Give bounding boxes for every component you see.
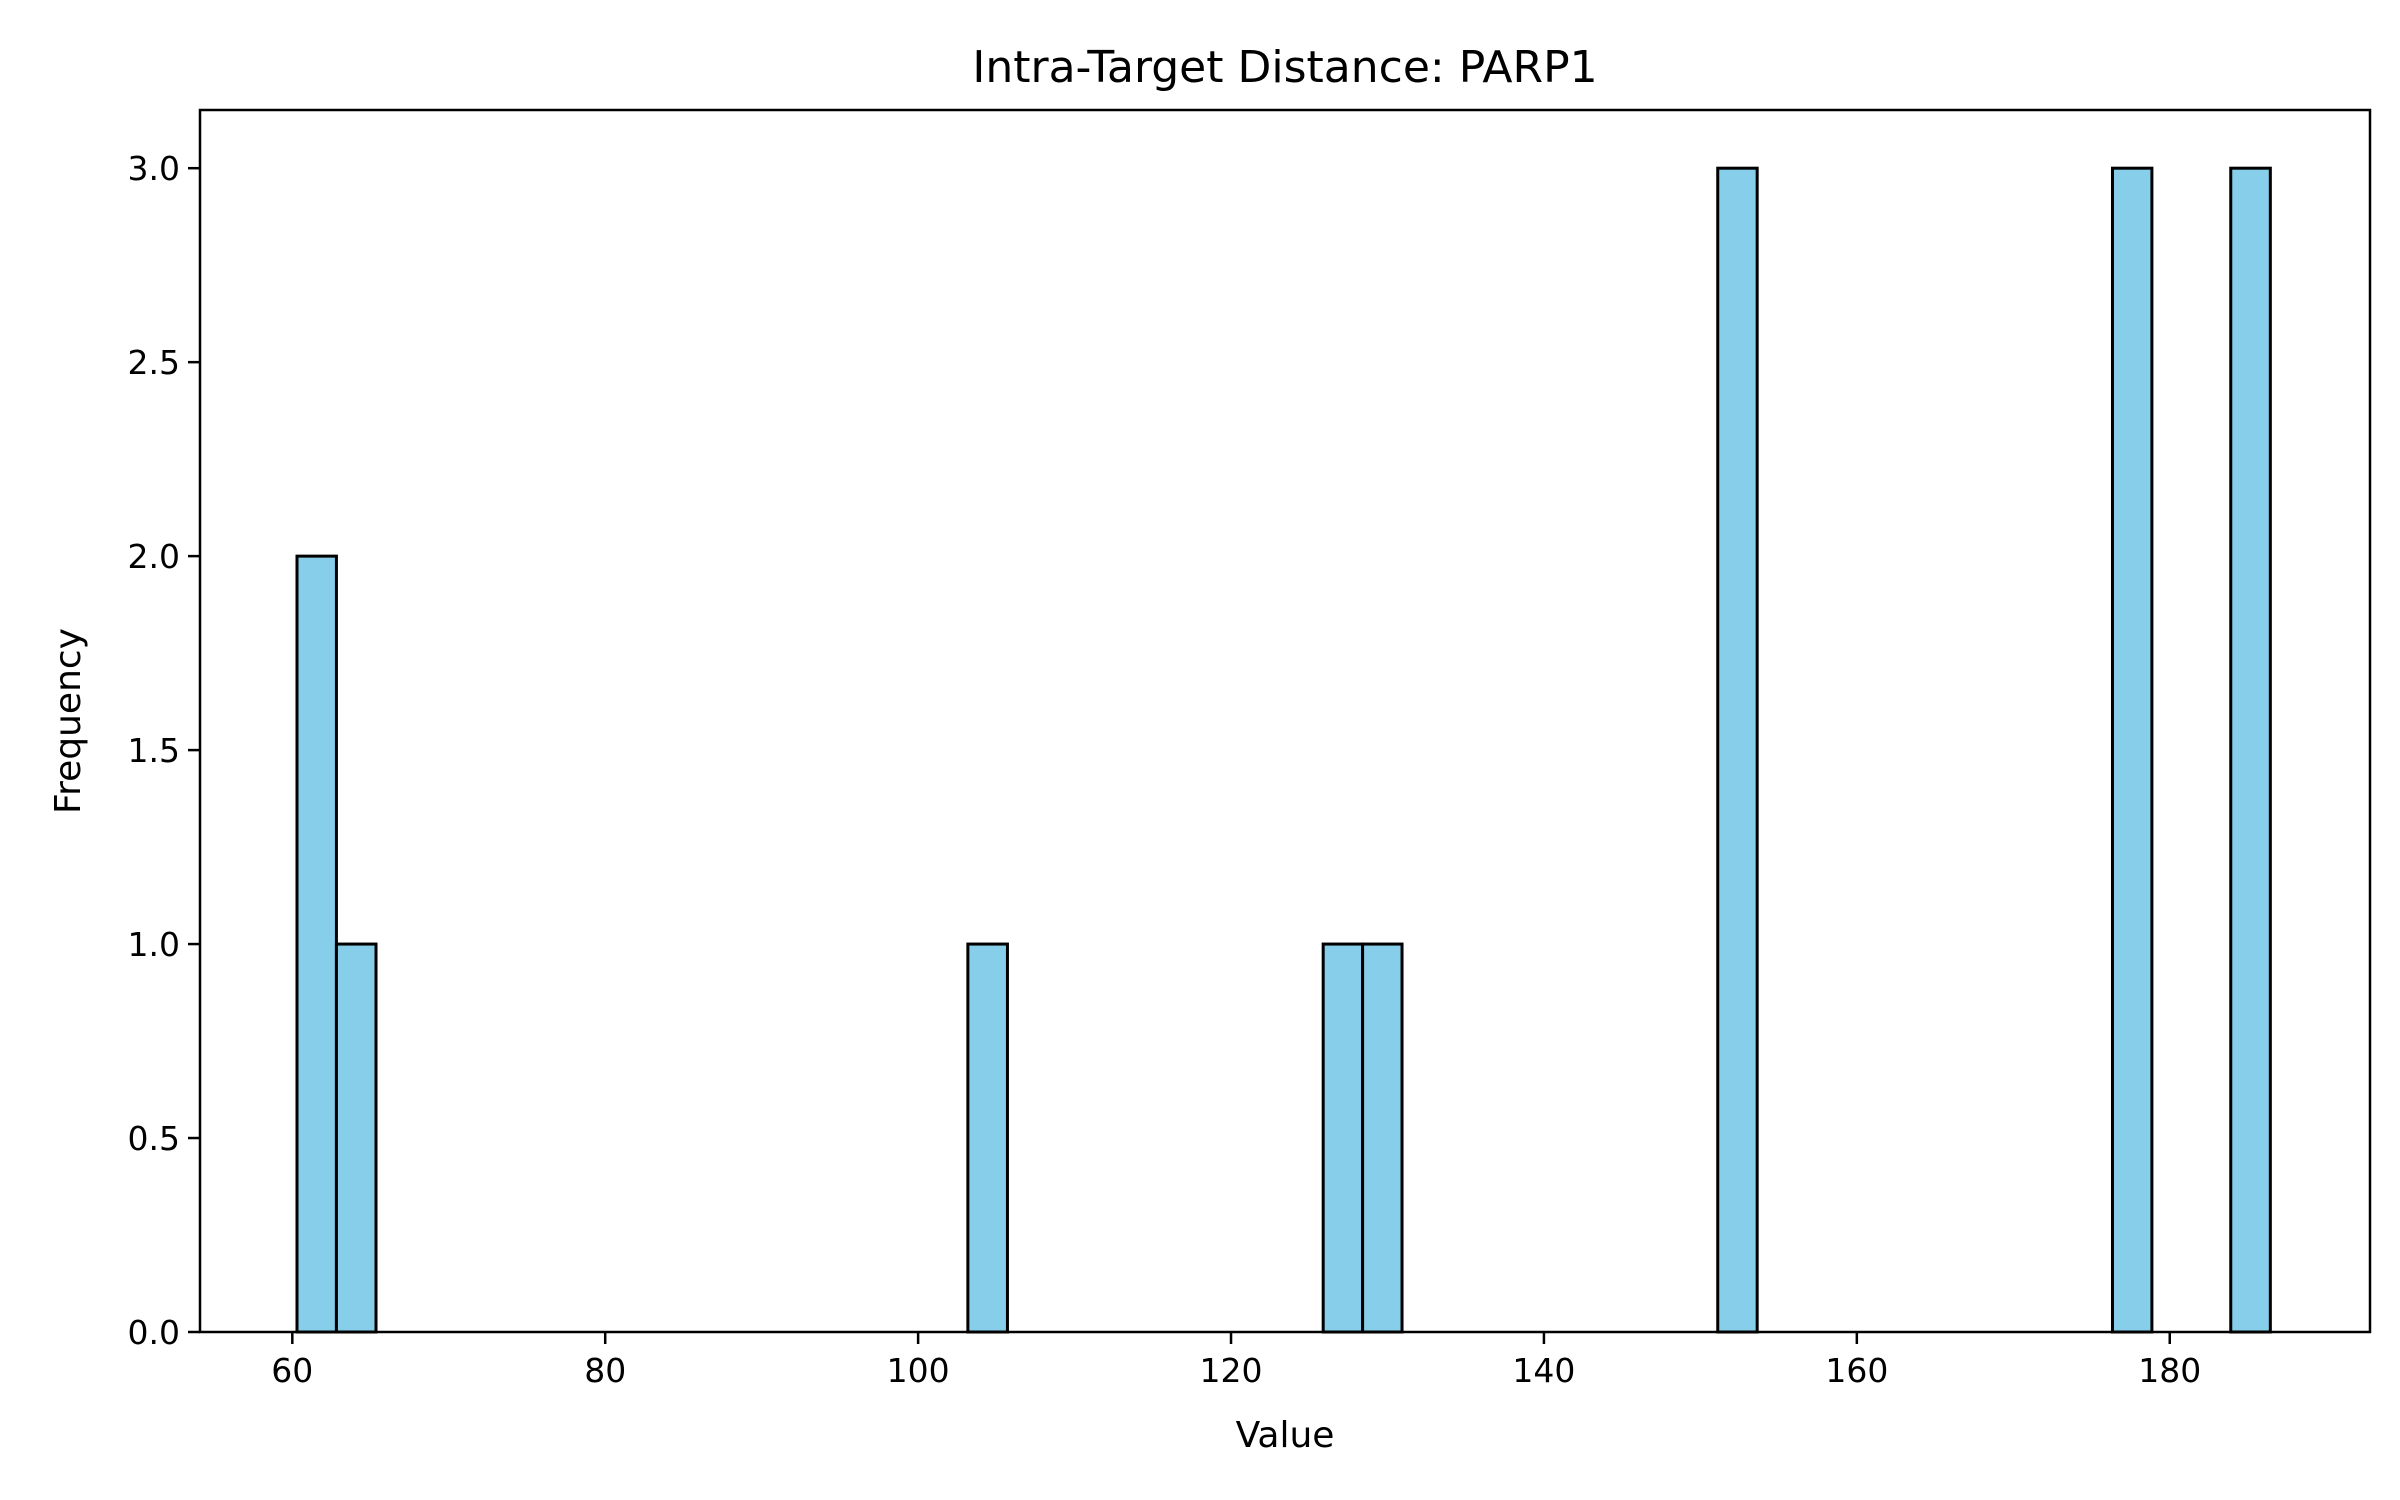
y-tick-label: 0.5	[128, 1119, 180, 1158]
y-tick-label: 2.5	[128, 343, 180, 382]
y-tick-label: 3.0	[128, 149, 180, 188]
plot-frame	[198, 108, 2372, 1334]
x-tick-label: 120	[1200, 1351, 1263, 1390]
x-tick-label: 60	[271, 1351, 313, 1390]
x-tick-label: 180	[2138, 1351, 2201, 1390]
histogram-bar	[295, 554, 338, 1334]
y-tick-label: 0.0	[128, 1313, 180, 1352]
x-tick-label: 160	[1825, 1351, 1888, 1390]
y-axis-label: Frequency	[48, 628, 89, 814]
x-axis-label: Value	[1236, 1415, 1335, 1456]
y-tick-label: 1.0	[128, 925, 180, 964]
bars-group	[295, 166, 2272, 1334]
x-tick-label: 140	[1512, 1351, 1575, 1390]
chart-title: Intra-Target Distance: PARP1	[972, 42, 1597, 93]
histogram-bar	[1716, 166, 1759, 1334]
histogram-bar	[1321, 942, 1365, 1334]
histogram-bar	[966, 942, 1009, 1334]
histogram-bar	[1361, 942, 1404, 1334]
x-tick-label: 80	[584, 1351, 626, 1390]
x-axis-ticks: 60 80 100 120 140 160 180	[271, 1332, 2201, 1390]
histogram-bar	[334, 942, 378, 1334]
y-axis-ticks: 0.0 0.5 1.0 1.5 2.0 2.5 3.0	[128, 149, 200, 1352]
y-tick-label: 2.0	[128, 537, 180, 576]
y-tick-label: 1.5	[128, 731, 180, 770]
histogram-bar	[2229, 166, 2272, 1334]
histogram-bar	[2110, 166, 2154, 1334]
x-tick-label: 100	[887, 1351, 950, 1390]
